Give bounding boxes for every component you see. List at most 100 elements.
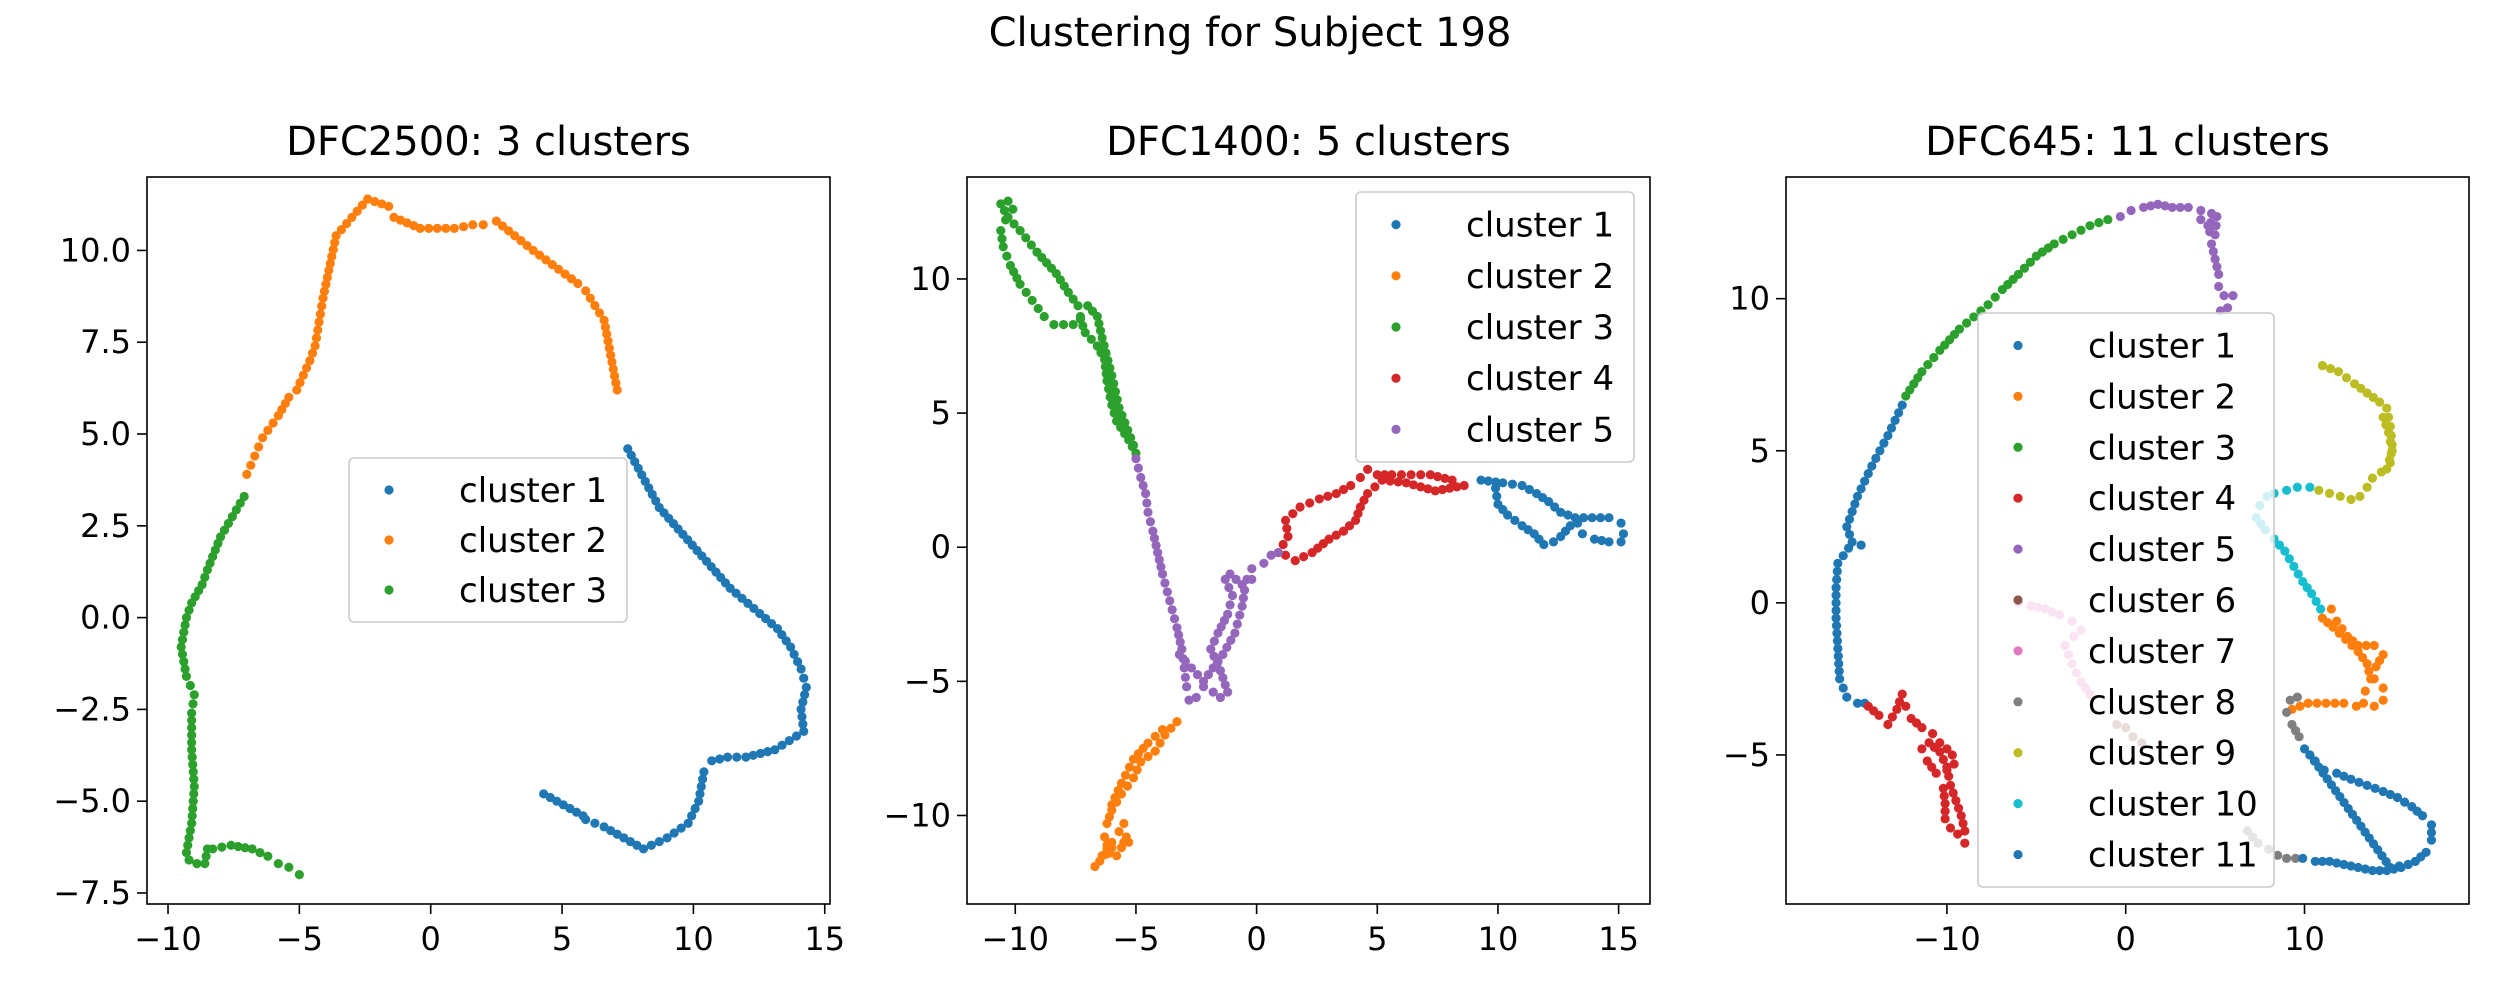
data-point — [2324, 488, 2335, 498]
legend-box — [1977, 312, 2275, 888]
data-point — [176, 642, 186, 652]
data-point — [699, 767, 709, 777]
data-point — [1331, 530, 1341, 540]
data-point — [611, 378, 621, 388]
data-point — [179, 627, 189, 637]
data-point — [2381, 420, 2391, 430]
data-point — [2310, 856, 2320, 867]
data-point — [1128, 754, 1139, 764]
data-point — [1945, 780, 1956, 790]
data-point — [1154, 555, 1164, 565]
data-point — [1305, 498, 1315, 508]
data-point — [697, 774, 708, 784]
legend: cluster 1 cluster 2 cluster 3 cluster 4 clus… — [1355, 191, 1635, 463]
data-point — [1842, 522, 1852, 532]
data-point — [1831, 583, 1841, 593]
data-point — [1186, 663, 1197, 673]
data-point — [715, 754, 725, 764]
data-point — [1940, 799, 1950, 809]
data-point — [1847, 507, 1857, 517]
data-point — [1094, 319, 1104, 329]
data-point — [311, 333, 322, 343]
data-point — [2317, 856, 2327, 867]
legend-marker — [1391, 322, 1401, 332]
data-point — [2299, 744, 2310, 754]
data-point — [687, 811, 697, 821]
x-tick-label: −5 — [1112, 920, 1159, 958]
data-point — [2175, 202, 2185, 213]
data-point — [1150, 746, 1160, 756]
data-point — [1331, 488, 1341, 499]
data-point — [2325, 364, 2336, 374]
data-point — [1073, 301, 1083, 311]
data-point — [1167, 605, 1177, 615]
data-point — [187, 723, 197, 733]
data-point — [1510, 515, 1520, 525]
data-point — [2094, 218, 2104, 228]
data-point — [683, 818, 693, 828]
data-point — [1556, 531, 1566, 542]
data-point — [604, 343, 614, 353]
data-point — [1406, 470, 1416, 480]
data-point — [1595, 513, 1606, 523]
legend-box — [1355, 191, 1635, 463]
data-point — [1192, 670, 1203, 680]
data-point — [2385, 437, 2395, 447]
data-point — [1852, 491, 1863, 501]
data-point — [2312, 698, 2322, 708]
data-point — [2203, 221, 2213, 231]
legend-marker — [2013, 849, 2023, 860]
data-point — [581, 286, 591, 296]
data-point — [1556, 507, 1566, 517]
data-point — [600, 322, 610, 332]
data-point — [1832, 628, 1842, 638]
x-tick-label: 15 — [804, 920, 845, 958]
data-point — [2223, 303, 2233, 313]
data-point — [2403, 859, 2413, 870]
legend-marker — [384, 535, 394, 545]
data-point — [2287, 719, 2297, 730]
data-point — [239, 491, 249, 502]
data-point — [328, 245, 338, 255]
data-point — [1099, 340, 1109, 351]
legend-label: cluster 2 — [1466, 257, 1614, 297]
data-point — [325, 258, 335, 269]
series-5 — [1131, 454, 1283, 705]
legend-label: cluster 10 — [2088, 785, 2258, 825]
data-point — [800, 690, 810, 700]
series-9 — [2314, 360, 2397, 505]
data-point — [1961, 318, 1972, 328]
data-point — [298, 370, 308, 380]
data-point — [1838, 683, 1848, 693]
data-point — [1579, 513, 1589, 523]
legend-label: cluster 9 — [2088, 734, 2236, 774]
data-point — [1938, 783, 1948, 794]
data-point — [294, 870, 304, 880]
data-point — [1947, 750, 1957, 760]
data-point — [1107, 843, 1117, 853]
data-point — [1288, 509, 1298, 519]
data-point — [226, 840, 236, 850]
data-point — [324, 265, 334, 276]
data-point — [1833, 651, 1843, 661]
data-point — [1550, 502, 1560, 512]
data-point — [763, 747, 773, 757]
series-2 — [1090, 716, 1182, 872]
data-point — [1928, 729, 1938, 739]
data-point — [2378, 649, 2388, 660]
data-point — [180, 620, 190, 630]
data-point — [1117, 410, 1127, 420]
data-point — [2076, 225, 2086, 235]
data-point — [189, 781, 199, 792]
data-point — [612, 385, 622, 395]
data-point — [2346, 494, 2356, 505]
data-point — [1109, 378, 1119, 389]
data-point — [1026, 240, 1036, 250]
data-point — [2360, 686, 2370, 696]
data-point — [1834, 659, 1844, 669]
data-point — [1101, 348, 1111, 358]
data-point — [1956, 811, 1966, 821]
data-point — [1838, 551, 1848, 561]
data-point — [2355, 491, 2365, 501]
data-point — [799, 726, 809, 737]
